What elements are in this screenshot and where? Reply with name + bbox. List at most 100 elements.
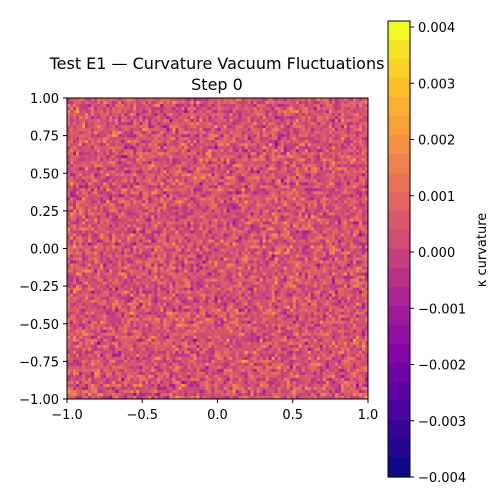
heatmap-cell [235, 116, 239, 120]
heatmap-cell [316, 140, 321, 144]
heatmap-cell [73, 197, 77, 201]
heatmap-cell [196, 122, 200, 126]
heatmap-cell [349, 116, 354, 120]
heatmap-cell [205, 140, 209, 144]
heatmap-cell [127, 236, 131, 240]
heatmap-cell [325, 152, 330, 156]
heatmap-cell [151, 161, 155, 165]
heatmap-cell [244, 128, 248, 132]
heatmap-cell [262, 113, 267, 117]
heatmap-cell [247, 224, 251, 228]
heatmap-cell [154, 104, 158, 108]
heatmap-cell [202, 155, 206, 159]
heatmap-cell [232, 233, 236, 237]
heatmap-cell [220, 122, 224, 126]
heatmap-cell [130, 242, 134, 246]
heatmap-cell [340, 233, 345, 237]
heatmap-cell [199, 200, 203, 204]
heatmap-cell [163, 206, 167, 210]
heatmap-cell [166, 236, 170, 240]
heatmap-cell [103, 176, 107, 180]
heatmap-cell [187, 113, 191, 117]
heatmap-cell [142, 221, 146, 225]
heatmap-cell [301, 224, 306, 228]
heatmap-cell [142, 101, 146, 105]
heatmap-cell [145, 212, 149, 216]
heatmap-cell [256, 152, 260, 156]
heatmap-cell [220, 128, 224, 132]
heatmap-cell [313, 224, 318, 228]
heatmap-cell [67, 125, 71, 129]
heatmap-cell [175, 197, 179, 201]
heatmap-cell [268, 110, 273, 114]
heatmap-cell [178, 137, 182, 141]
heatmap-cell [331, 131, 336, 135]
heatmap-cell [289, 119, 294, 123]
heatmap-cell [232, 200, 236, 204]
heatmap-cell [310, 98, 315, 102]
heatmap-cell [289, 137, 294, 141]
heatmap-cell [292, 158, 297, 162]
heatmap-cell [268, 140, 273, 144]
heatmap-cell [130, 179, 134, 183]
heatmap-cell [97, 185, 101, 189]
heatmap-cell [112, 131, 116, 135]
heatmap-cell [115, 242, 119, 246]
heatmap-cell [151, 227, 155, 231]
heatmap-cell [298, 134, 303, 138]
heatmap-cell [208, 170, 212, 174]
heatmap-cell [154, 116, 158, 120]
heatmap-cell [166, 179, 170, 183]
heatmap-cell [181, 191, 185, 195]
heatmap-cell [238, 188, 242, 192]
heatmap-cell [238, 197, 242, 201]
heatmap-cell [283, 143, 288, 147]
heatmap-cell [280, 176, 285, 180]
heatmap-cell [73, 158, 77, 162]
heatmap-cell [208, 215, 212, 219]
heatmap-cell [196, 104, 200, 108]
heatmap-cell [229, 158, 233, 162]
heatmap-cell [328, 149, 333, 153]
heatmap-cell [124, 107, 128, 111]
heatmap-cell [115, 209, 119, 213]
heatmap-cell [106, 104, 110, 108]
heatmap-cell [340, 227, 345, 231]
heatmap-cell [247, 227, 251, 231]
heatmap-cell [208, 131, 212, 135]
heatmap-cell [67, 218, 71, 222]
heatmap-cell [106, 206, 110, 210]
heatmap-cell [181, 239, 185, 243]
heatmap-cell [322, 176, 327, 180]
heatmap-cell [163, 179, 167, 183]
heatmap-cell [94, 152, 98, 156]
heatmap-cell [292, 194, 297, 198]
heatmap-cell [172, 242, 176, 246]
heatmap-cell [88, 191, 92, 195]
heatmap-cell [313, 200, 318, 204]
heatmap-cell [85, 143, 89, 147]
heatmap-cell [307, 179, 312, 183]
heatmap-cell [136, 197, 140, 201]
heatmap-cell [70, 164, 74, 168]
heatmap-cell [151, 104, 155, 108]
heatmap-cell [265, 191, 270, 195]
heatmap-cell [235, 101, 239, 105]
heatmap-cell [268, 185, 273, 189]
heatmap-cell [145, 188, 149, 192]
heatmap-cell [241, 101, 245, 105]
heatmap-cell [277, 113, 282, 117]
heatmap-cell [352, 176, 357, 180]
heatmap-cell [322, 164, 327, 168]
heatmap-cell [124, 113, 128, 117]
heatmap-cell [151, 230, 155, 234]
heatmap-cell [325, 140, 330, 144]
heatmap-cell [112, 227, 116, 231]
heatmap-cell [235, 161, 239, 165]
heatmap-cell [238, 137, 242, 141]
heatmap-cell [73, 173, 77, 177]
heatmap-cell [94, 125, 98, 129]
heatmap-cell [118, 221, 122, 225]
heatmap-cell [280, 245, 285, 249]
heatmap-cell [226, 245, 230, 249]
